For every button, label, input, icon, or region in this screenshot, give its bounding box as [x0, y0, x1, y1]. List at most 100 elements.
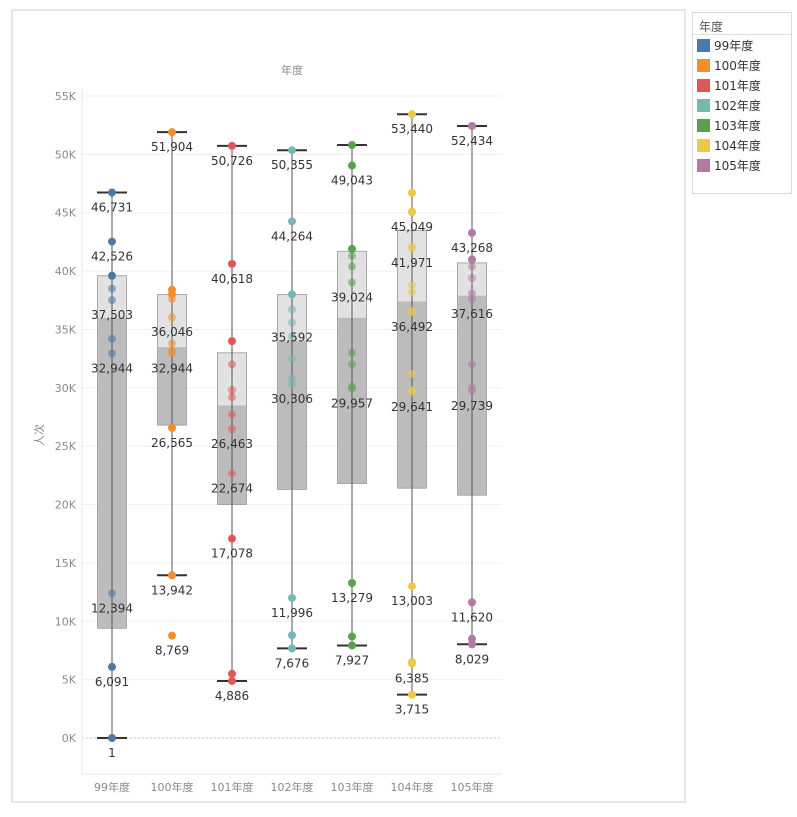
legend-label: 102年度: [714, 98, 761, 113]
legend-swatch: [697, 118, 710, 132]
data-label: 50,726: [211, 154, 253, 168]
data-point: [468, 274, 476, 283]
data-label: 13,003: [391, 594, 433, 608]
data-label: 8,769: [155, 644, 189, 658]
legend-item[interactable]: 99年度: [693, 35, 791, 55]
data-label: 41,971: [391, 256, 433, 270]
data-point: [288, 305, 296, 314]
legend-label: 103年度: [714, 118, 761, 133]
data-point: [288, 332, 296, 341]
data-label: 6,091: [95, 675, 129, 689]
data-point: [348, 360, 356, 369]
data-label: 4,886: [215, 689, 249, 703]
data-point: [468, 634, 476, 643]
legend-label: 99年度: [714, 38, 754, 53]
y-axis-title: 人次: [32, 424, 46, 446]
data-label: 39,024: [331, 290, 373, 304]
data-point: [288, 631, 296, 640]
data-label: 26,565: [151, 436, 193, 450]
y-tick-label: 20K: [55, 499, 77, 512]
data-label: 37,616: [451, 307, 493, 321]
data-point: [408, 288, 416, 297]
data-point: [348, 348, 356, 357]
data-label: 42,526: [91, 250, 133, 264]
x-tick-label: 102年度: [271, 780, 314, 794]
data-label: 11,620: [451, 610, 493, 624]
legend-item[interactable]: 105年度: [693, 155, 791, 175]
y-tick-label: 30K: [55, 382, 77, 395]
legend-label: 100年度: [714, 58, 761, 73]
data-point: [108, 284, 116, 293]
data-point: [468, 294, 476, 303]
data-point: [168, 571, 176, 580]
data-point: [348, 578, 356, 587]
data-point: [468, 360, 476, 369]
y-tick-label: 55K: [55, 90, 77, 103]
data-label: 43,268: [451, 241, 493, 255]
data-point: [108, 271, 116, 280]
x-tick-label: 105年度: [451, 780, 494, 794]
legend-swatch: [697, 158, 710, 172]
y-tick-label: 50K: [55, 148, 77, 161]
data-point: [348, 262, 356, 271]
data-point: [288, 374, 296, 383]
legend-item[interactable]: 102年度: [693, 95, 791, 115]
data-label: 22,674: [211, 481, 253, 495]
legend-swatch: [697, 58, 710, 72]
legend-label: 105年度: [714, 158, 761, 173]
data-label: 26,463: [211, 437, 253, 451]
data-point: [348, 278, 356, 287]
data-point: [348, 384, 356, 393]
data-point: [228, 141, 236, 150]
data-point: [408, 281, 416, 290]
data-label: 12,394: [91, 601, 133, 615]
legend-swatch: [697, 98, 710, 112]
data-label: 11,996: [271, 606, 313, 620]
data-label: 36,492: [391, 320, 433, 334]
data-point: [168, 339, 176, 348]
data-label: 7,676: [275, 656, 309, 670]
legend-item[interactable]: 104年度: [693, 135, 791, 155]
data-point: [108, 349, 116, 358]
data-label: 45,049: [391, 220, 433, 234]
legend: 年度 99年度 100年度 101年度 102年度 103年度 104年度 105年度: [692, 12, 792, 194]
data-point: [468, 386, 476, 395]
data-point: [108, 589, 116, 598]
x-tick-label: 104年度: [391, 780, 434, 794]
data-point: [408, 110, 416, 119]
legend-item[interactable]: 100年度: [693, 55, 791, 75]
data-point: [228, 425, 236, 434]
data-point: [288, 318, 296, 327]
data-label: 36,046: [151, 325, 193, 339]
data-point: [168, 295, 176, 304]
data-point: [288, 380, 296, 389]
data-point: [408, 244, 416, 253]
data-point: [408, 369, 416, 378]
legend-item[interactable]: 103年度: [693, 115, 791, 135]
data-point: [168, 349, 176, 358]
data-point: [288, 644, 296, 653]
data-label: 29,739: [451, 399, 493, 413]
y-tick-label: 15K: [55, 557, 77, 570]
data-point: [348, 161, 356, 170]
data-point: [408, 308, 416, 317]
data-point: [468, 121, 476, 130]
legend-item[interactable]: 101年度: [693, 75, 791, 95]
data-point: [228, 360, 236, 369]
x-tick-label: 99年度: [94, 780, 130, 794]
data-point: [168, 423, 176, 432]
data-point: [288, 354, 296, 363]
y-tick-label: 45K: [55, 207, 77, 220]
data-point: [408, 582, 416, 591]
data-point: [348, 141, 356, 150]
data-label: 29,957: [331, 396, 373, 410]
data-label: 1: [108, 746, 116, 760]
data-point: [108, 334, 116, 343]
y-tick-label: 5K: [62, 674, 77, 687]
data-point: [408, 659, 416, 668]
data-label: 13,279: [331, 591, 373, 605]
data-label: 46,731: [91, 201, 133, 215]
data-point: [228, 386, 236, 395]
data-label: 3,715: [395, 703, 429, 717]
data-label: 37,503: [91, 308, 133, 322]
